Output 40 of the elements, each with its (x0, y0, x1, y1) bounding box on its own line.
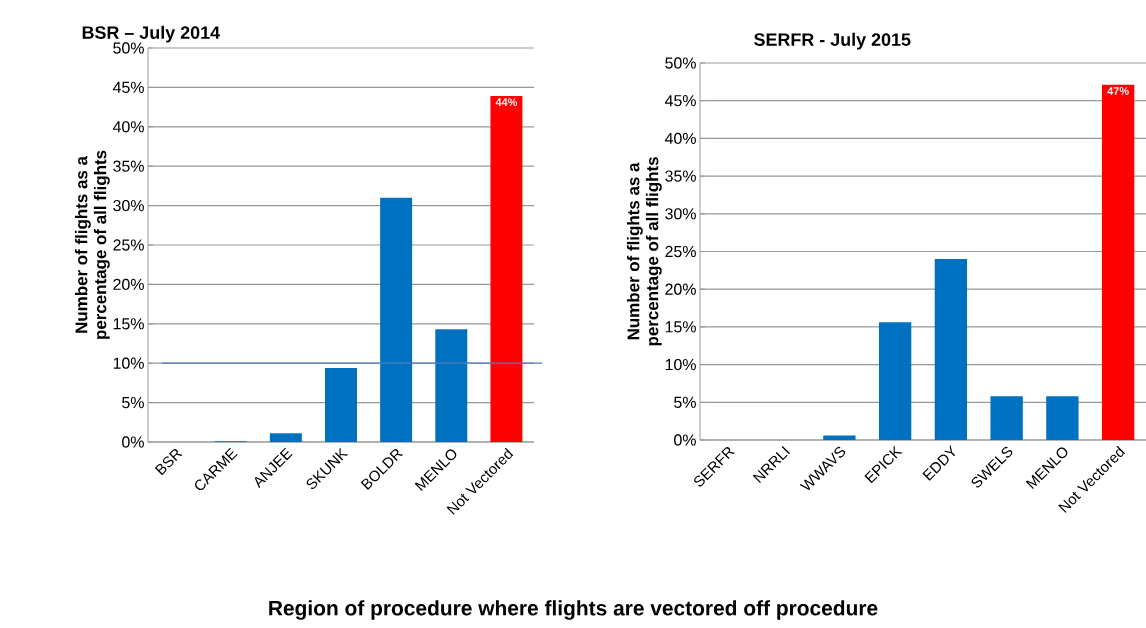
data-label: 44% (495, 98, 518, 106)
y-tick-label: 0% (122, 436, 144, 448)
y-axis-title: Number of flights as a percentage of all flights (74, 150, 110, 339)
y-tick-label: 45% (112, 81, 144, 93)
y-tick-label: 5% (122, 396, 144, 409)
y-tick-label: 30% (665, 208, 696, 220)
bar (878, 322, 912, 440)
y-tick-label: 20% (665, 283, 696, 295)
bar (269, 433, 302, 442)
y-tick-label: 45% (664, 95, 696, 107)
y-tick-label: 0% (674, 434, 696, 446)
data-label: 47% (1107, 87, 1129, 95)
y-tick-label: 15% (113, 318, 144, 330)
bar (325, 367, 357, 442)
y-tick-label: 10% (665, 358, 696, 371)
bar (934, 259, 968, 440)
y-axis-title: Number of flights as a percentage of all flights (626, 157, 662, 346)
x-axis-title: Region of procedure where flights are vectored off procedure (269, 600, 878, 620)
y-tick-label: 25% (665, 245, 696, 258)
bar (823, 435, 856, 440)
bar (490, 96, 523, 442)
bar (1046, 396, 1079, 440)
y-tick-label: 20% (113, 278, 144, 291)
y-tick-label: 50% (665, 57, 696, 69)
y-tick-label: 35% (113, 160, 144, 172)
y-tick-label: 35% (665, 170, 696, 182)
y-tick-label: 40% (112, 121, 144, 133)
bar (380, 197, 413, 442)
y-tick-label: 50% (113, 42, 144, 54)
y-tick-label: 30% (113, 199, 144, 212)
bar (435, 329, 468, 442)
y-tick-label: 15% (665, 321, 696, 333)
bar (990, 396, 1023, 440)
y-tick-label: 5% (674, 396, 696, 408)
chart-title: SERFR - July 2015 (754, 32, 911, 50)
y-tick-label: 40% (664, 132, 696, 145)
chart-title: BSR – July 2014 (82, 25, 220, 43)
y-tick-label: 25% (113, 239, 144, 251)
y-tick-label: 10% (113, 357, 144, 369)
bar (1101, 84, 1135, 440)
